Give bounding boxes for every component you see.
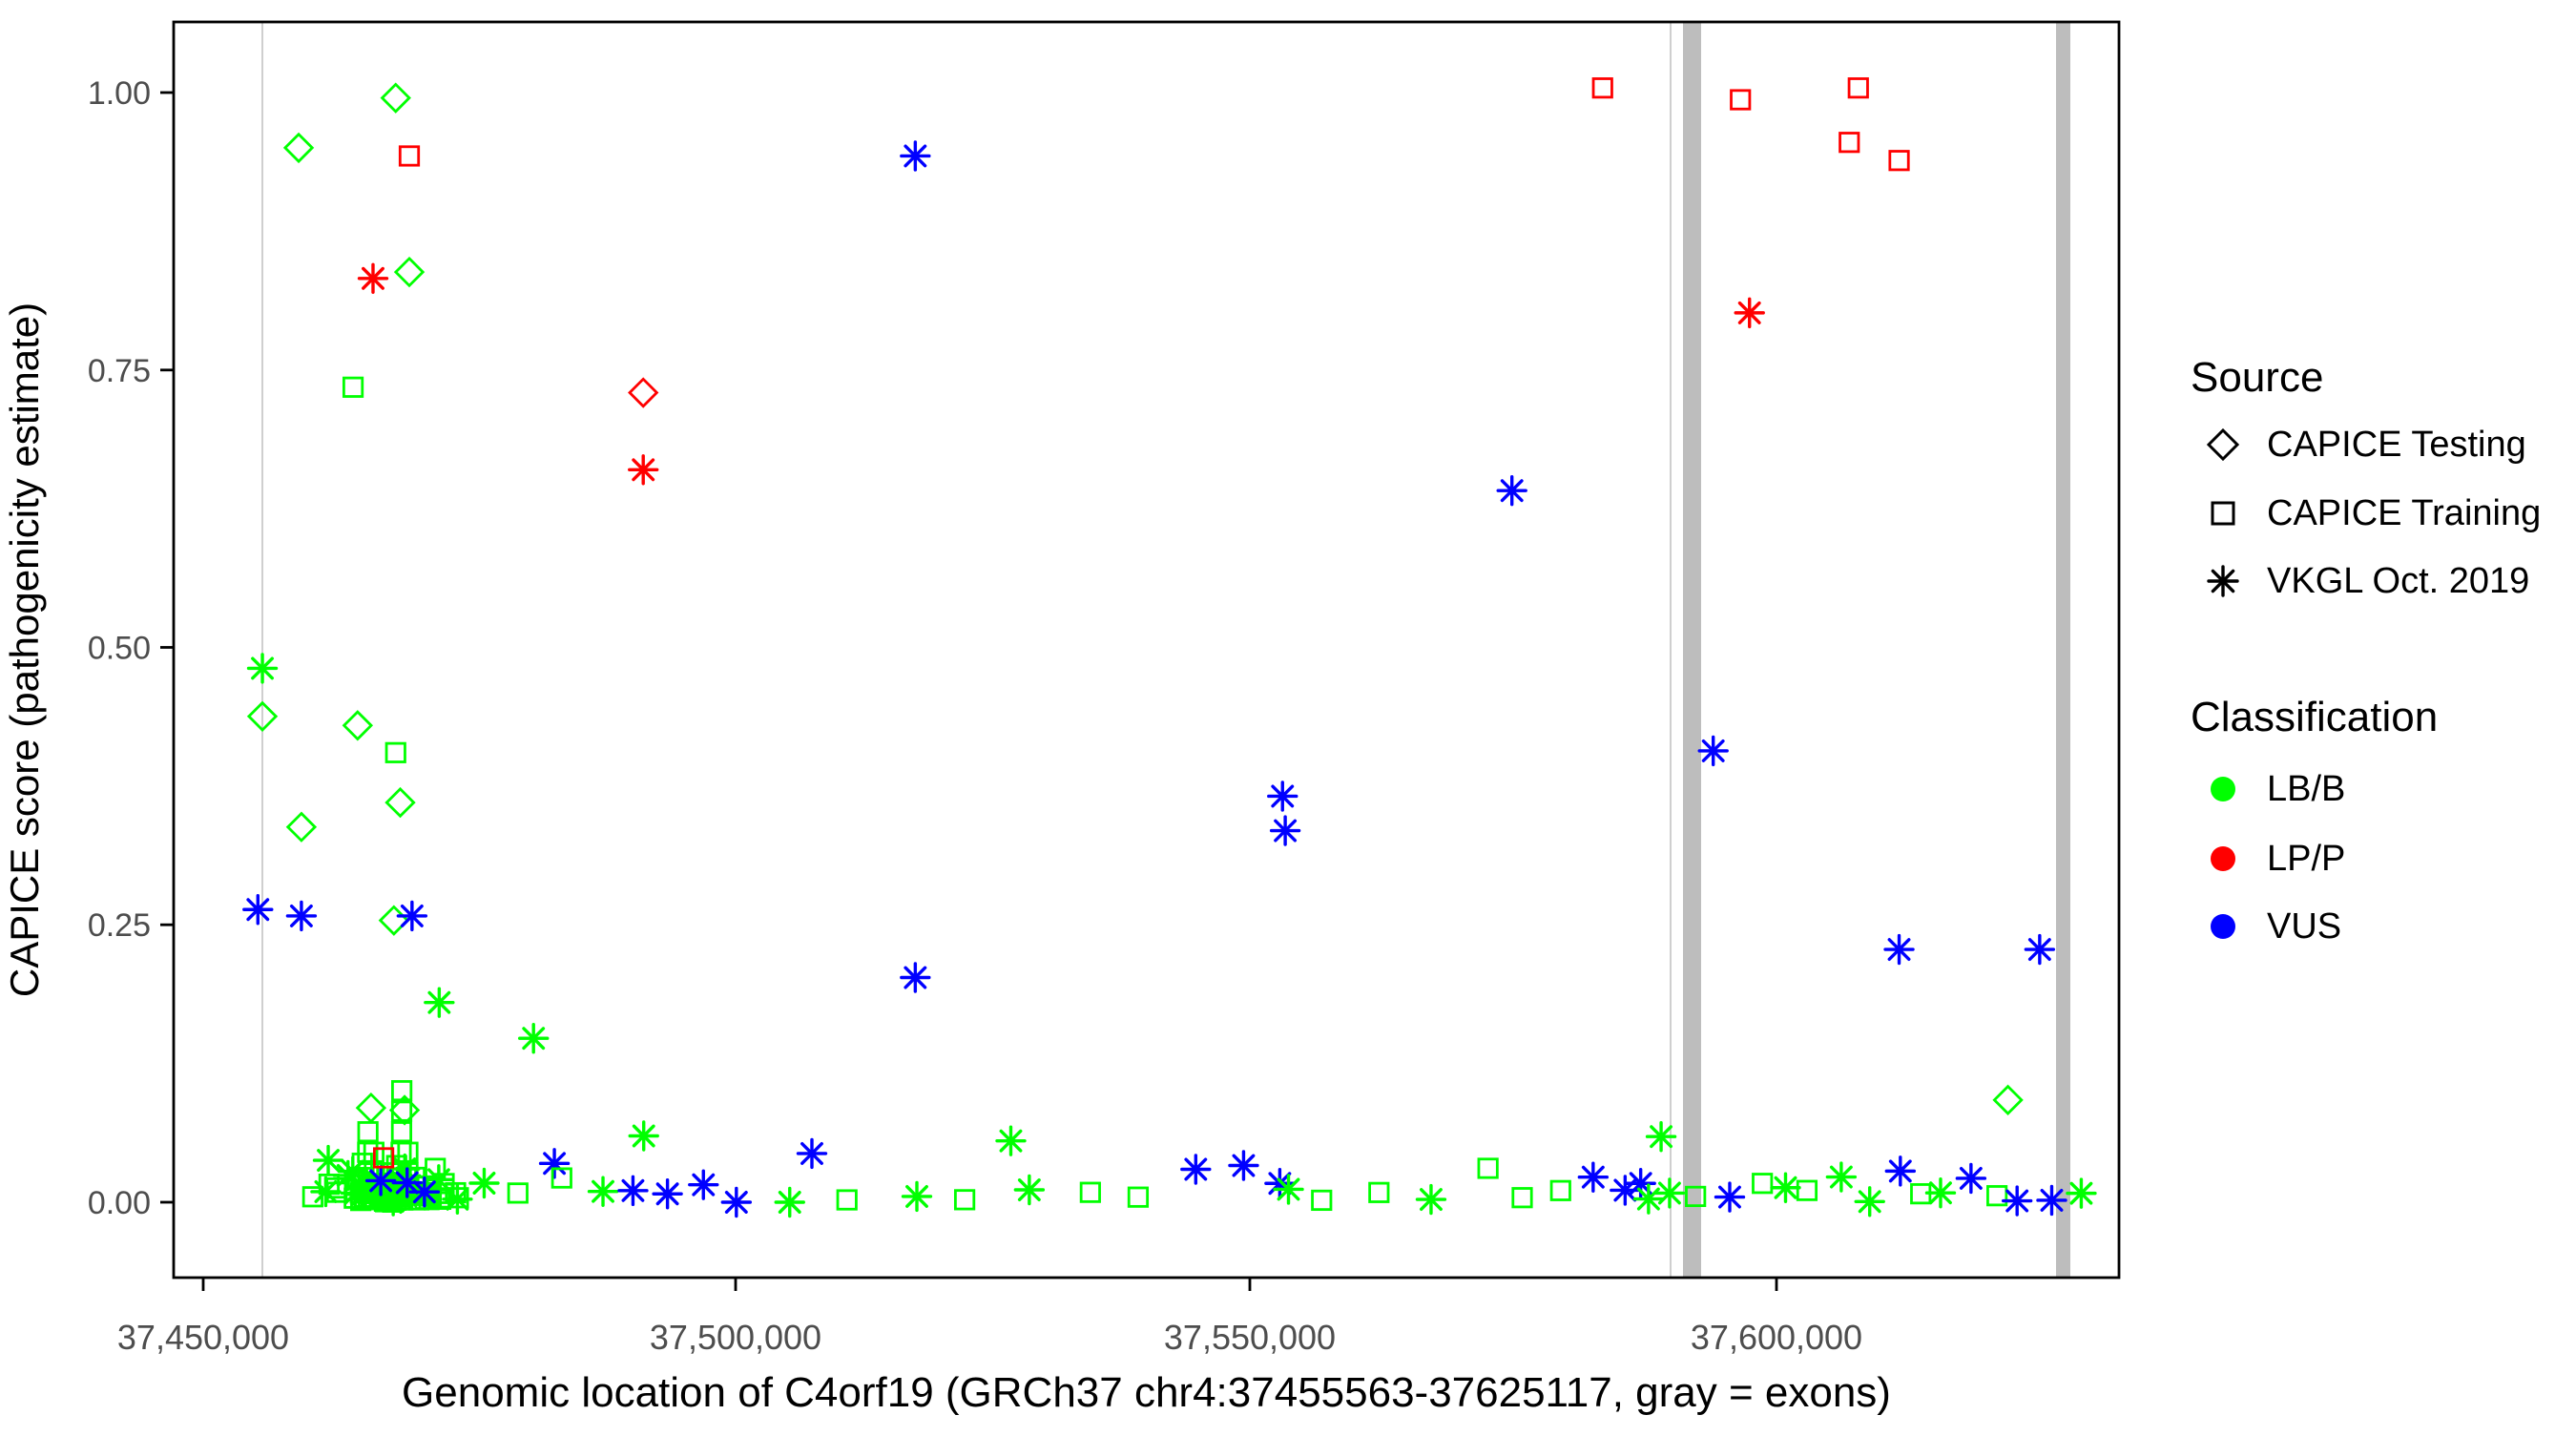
svg-text:VKGL Oct. 2019: VKGL Oct. 2019 (2267, 561, 2529, 601)
svg-text:0.00: 0.00 (88, 1185, 151, 1221)
svg-text:VUS: VUS (2267, 906, 2341, 947)
svg-text:Genomic location of C4orf19 (G: Genomic location of C4orf19 (GRCh37 chr4… (402, 1369, 1891, 1416)
svg-text:0.75: 0.75 (88, 353, 151, 389)
svg-text:37,600,000: 37,600,000 (1691, 1318, 1862, 1357)
svg-text:1.00: 1.00 (88, 75, 151, 112)
svg-text:LB/B: LB/B (2267, 769, 2345, 809)
svg-text:0.25: 0.25 (88, 907, 151, 944)
svg-text:0.50: 0.50 (88, 631, 151, 667)
svg-text:Source: Source (2191, 354, 2323, 401)
svg-text:CAPICE score (pathogenicity es: CAPICE score (pathogenicity estimate) (2, 302, 47, 997)
svg-text:CAPICE Training: CAPICE Training (2267, 493, 2541, 533)
svg-text:CAPICE Testing: CAPICE Testing (2267, 425, 2526, 465)
svg-text:37,450,000: 37,450,000 (117, 1318, 289, 1357)
svg-text:Classification: Classification (2191, 694, 2438, 740)
svg-text:37,500,000: 37,500,000 (650, 1318, 821, 1357)
svg-text:LP/P: LP/P (2267, 839, 2345, 879)
svg-text:37,550,000: 37,550,000 (1164, 1318, 1336, 1357)
